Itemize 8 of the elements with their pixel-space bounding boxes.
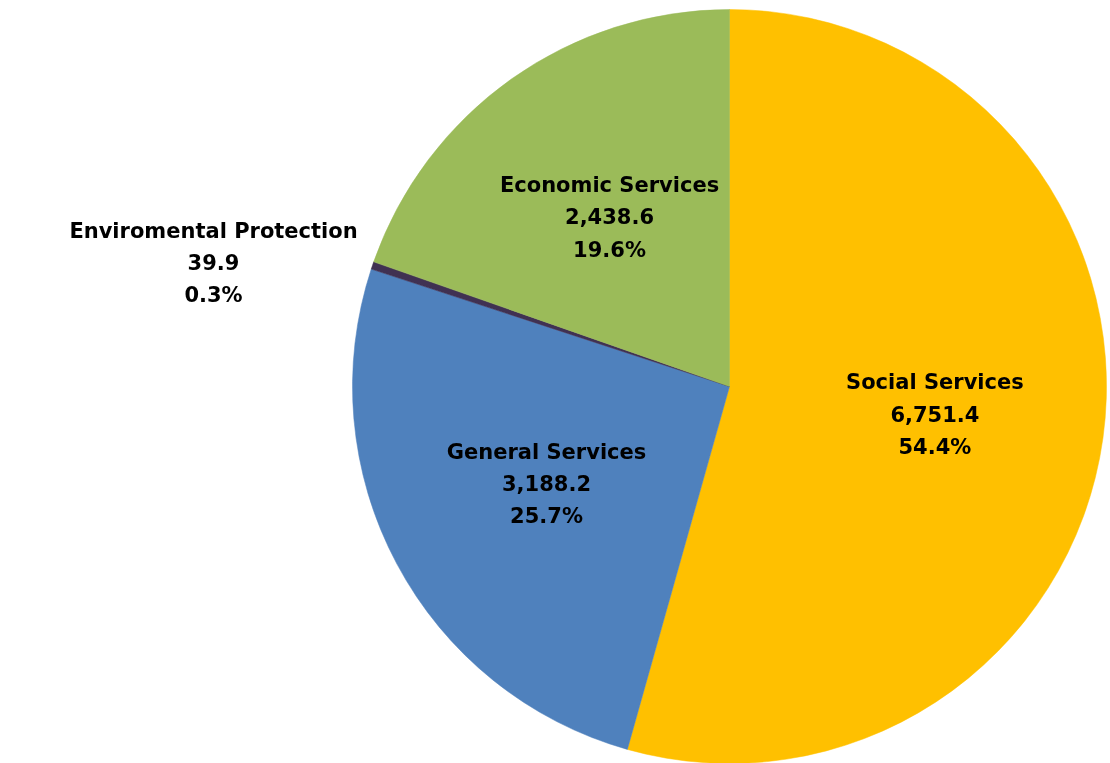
data-label: 2,438.6 19.6% (565, 205, 655, 262)
data-label: 3,188.2 25.7% (502, 472, 592, 529)
slice-label: General Services (446, 439, 647, 464)
slice-label: Economic Services (499, 172, 720, 197)
data-label: 6,751.4 54.4% (890, 402, 980, 460)
slice-label: Social Services (846, 370, 1024, 395)
slice-label: Enviromental Protection (69, 218, 358, 243)
data-label: 39.9 0.3% (184, 251, 243, 308)
